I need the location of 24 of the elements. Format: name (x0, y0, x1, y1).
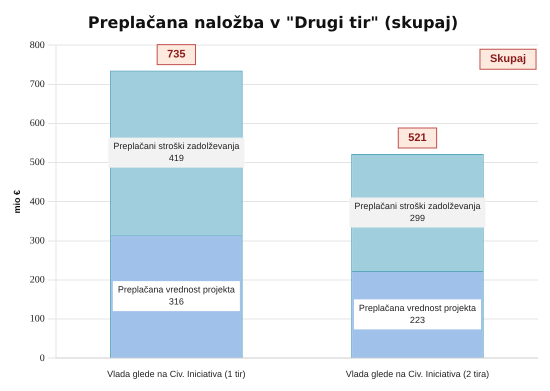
y-tick-label: 600 (30, 118, 45, 130)
y-tick-label: 800 (30, 40, 45, 51)
x-tick-label: Vlada glede na Civ. Iniciativa (2 tira) (346, 369, 490, 380)
y-tick-label: 300 (30, 235, 45, 246)
total-label: 735 (167, 48, 186, 61)
y-tick-label: 400 (30, 196, 45, 208)
annotation: Skupaj (490, 53, 526, 66)
y-axis-title: mio € (12, 190, 22, 214)
data-label: 299 (410, 212, 425, 223)
y-tick-label: 500 (30, 157, 45, 168)
series-label: Preplačani stroški zadolževanja (113, 141, 240, 152)
y-tick-label: 0 (40, 352, 45, 364)
text: Preplačani stroški zadolževanja (354, 200, 480, 211)
x-tick-label: Vlada glede na Civ. Iniciativa (1 tir) (107, 369, 246, 380)
series-label: Preplačana vrednost projekta (118, 284, 235, 295)
data-label: 419 (168, 153, 184, 164)
y-tick-label: 200 (30, 274, 45, 286)
data-label: 223 (410, 314, 425, 325)
text: Preplačana vrednost projekta (358, 302, 476, 313)
chart-title: Preplačana naložba v "Drugi tir" (skupaj) (88, 12, 458, 32)
y-tick-label: 100 (30, 314, 45, 325)
y-tick-label: 700 (30, 78, 45, 90)
total-label: 521 (408, 132, 427, 144)
data-label: 316 (168, 296, 184, 307)
